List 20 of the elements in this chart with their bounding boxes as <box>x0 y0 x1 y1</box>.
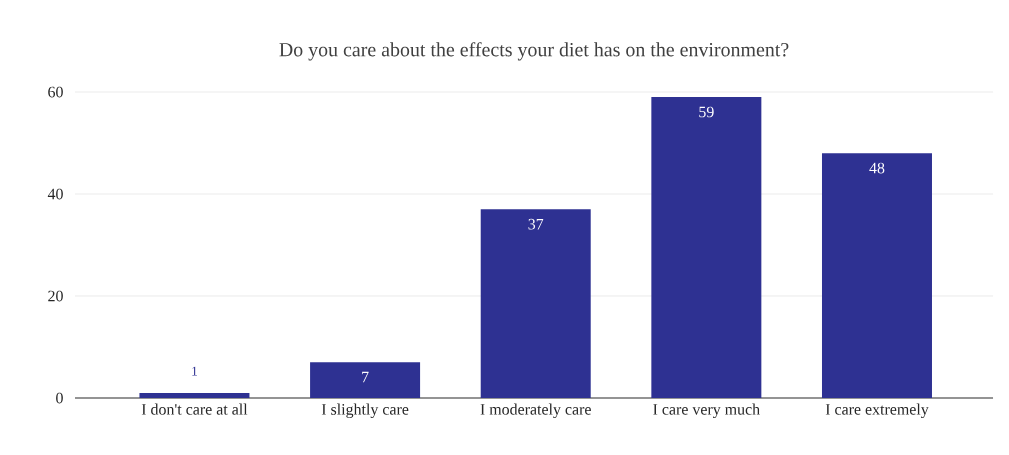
x-tick-label: I slightly care <box>321 403 409 419</box>
data-label: 37 <box>528 218 544 230</box>
data-label: 48 <box>869 162 885 174</box>
x-tick-label: I care extremely <box>825 403 929 419</box>
y-tick-label: 20 <box>48 290 63 302</box>
chart-title: Do you care about the effects your diet has on the environment? <box>279 42 789 61</box>
bar <box>651 97 762 398</box>
bar <box>480 209 591 398</box>
y-tick-label: 60 <box>48 86 63 98</box>
y-tick-label: 40 <box>47 188 63 200</box>
data-label: 1 <box>192 366 197 376</box>
data-label: 7 <box>362 371 369 383</box>
bar <box>139 392 250 398</box>
x-tick-label: I moderately care <box>480 403 591 419</box>
x-tick-label: I don't care at all <box>141 403 248 415</box>
bar <box>310 362 421 398</box>
x-tick-label: I care very much <box>653 403 760 419</box>
y-tick-label: 0 <box>56 392 63 404</box>
data-label: 59 <box>699 106 714 118</box>
bar <box>821 153 932 398</box>
